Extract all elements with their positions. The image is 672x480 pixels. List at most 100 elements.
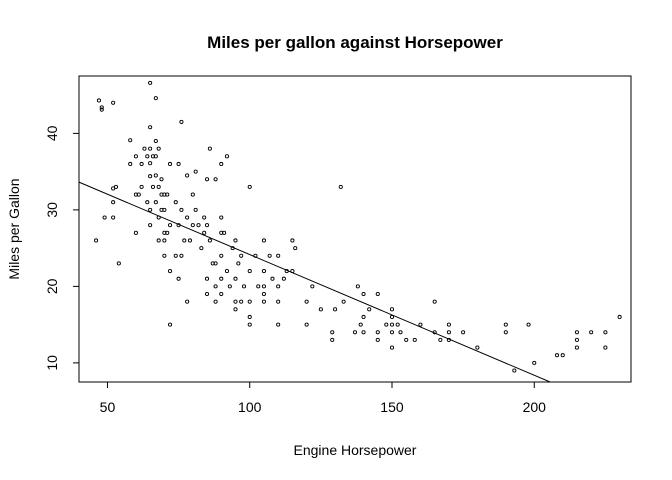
- data-point: [227, 284, 232, 289]
- data-point: [389, 345, 395, 350]
- regression-line: [78, 181, 551, 383]
- data-point: [261, 299, 266, 304]
- data-point: [176, 276, 181, 281]
- data-point: [213, 261, 218, 266]
- data-point: [145, 154, 150, 159]
- data-point: [247, 322, 252, 327]
- data-point: [156, 238, 161, 243]
- data-point: [384, 322, 389, 327]
- data-point: [185, 173, 190, 178]
- data-point: [145, 200, 150, 205]
- data-point: [204, 223, 210, 228]
- data-point: [375, 330, 380, 335]
- y-tick-label: 10: [44, 355, 60, 371]
- data-point: [179, 207, 184, 212]
- data-point: [111, 200, 116, 205]
- data-point: [267, 253, 272, 258]
- data-point: [512, 368, 517, 373]
- data-point: [333, 307, 338, 312]
- data-point: [574, 337, 579, 342]
- data-point: [111, 215, 116, 220]
- data-point: [156, 146, 161, 151]
- data-point: [185, 215, 190, 220]
- data-point: [99, 107, 104, 112]
- y-axis-label: Miles per Gallon: [6, 178, 22, 279]
- data-point: [148, 223, 153, 228]
- data-point: [111, 100, 116, 105]
- data-point: [241, 284, 247, 289]
- data-point: [276, 253, 281, 258]
- data-point: [247, 269, 252, 274]
- data-point: [213, 299, 218, 304]
- data-point: [222, 230, 227, 235]
- data-point: [202, 215, 207, 220]
- y-tick-label: 30: [44, 202, 60, 218]
- data-point: [233, 307, 238, 312]
- data-point: [213, 284, 218, 289]
- data-point: [153, 138, 158, 144]
- data-point: [153, 154, 158, 159]
- data-point: [116, 261, 121, 266]
- data-point: [438, 337, 443, 342]
- data-point: [256, 284, 261, 289]
- data-point: [224, 269, 230, 274]
- data-point: [432, 299, 437, 304]
- data-point: [361, 314, 366, 320]
- data-point: [173, 200, 178, 205]
- data-point: [182, 238, 187, 243]
- data-point: [446, 330, 451, 335]
- data-point: [261, 238, 266, 243]
- data-point: [318, 307, 323, 312]
- data-point: [168, 223, 173, 228]
- data-point: [139, 184, 144, 189]
- data-point: [276, 322, 281, 327]
- data-point: [153, 173, 158, 178]
- data-point: [617, 314, 622, 320]
- data-point: [603, 345, 608, 350]
- data-point: [574, 330, 579, 335]
- data-point: [261, 284, 266, 289]
- data-point: [148, 174, 153, 179]
- data-point: [96, 98, 101, 103]
- data-point: [173, 253, 178, 258]
- y-tick-label: 40: [44, 125, 60, 141]
- data-point: [389, 322, 395, 327]
- data-point: [532, 360, 537, 365]
- data-point: [148, 207, 153, 212]
- data-point: [148, 125, 153, 130]
- data-point: [247, 299, 252, 304]
- data-point: [404, 337, 409, 342]
- data-point: [589, 330, 594, 335]
- data-point: [196, 223, 201, 228]
- data-point: [113, 184, 119, 189]
- data-point: [461, 330, 466, 335]
- data-point: [389, 307, 395, 312]
- data-point: [162, 253, 167, 258]
- x-tick-label: 200: [523, 399, 547, 415]
- data-point: [204, 276, 210, 281]
- data-point: [190, 192, 195, 197]
- data-point: [202, 230, 207, 235]
- data-point: [358, 322, 363, 327]
- data-point: [276, 299, 281, 304]
- data-point: [304, 299, 309, 304]
- x-tick-label: 100: [238, 399, 262, 415]
- data-point: [179, 253, 184, 258]
- data-point: [412, 337, 417, 342]
- data-point: [204, 177, 210, 182]
- y-tick-label: 20: [44, 278, 60, 294]
- data-point: [219, 276, 224, 281]
- data-point: [139, 161, 144, 167]
- data-point: [341, 299, 346, 304]
- data-point: [168, 269, 173, 274]
- data-point: [330, 337, 335, 342]
- x-axis: 50 100 150 200: [100, 381, 547, 415]
- data-point: [213, 177, 218, 182]
- data-point: [395, 322, 400, 327]
- data-point: [102, 215, 107, 220]
- data-point: [261, 291, 266, 297]
- data-point: [207, 146, 212, 151]
- data-point: [133, 154, 138, 159]
- data-point: [233, 276, 238, 281]
- data-point: [199, 246, 204, 251]
